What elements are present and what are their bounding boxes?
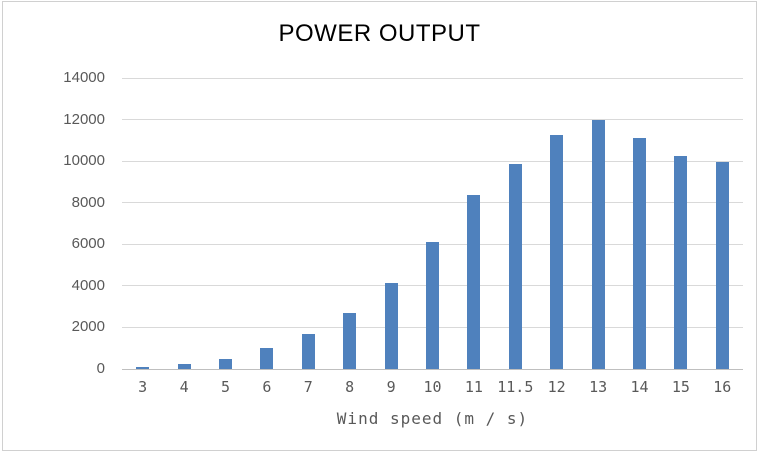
x-tick-label-10: 10	[423, 378, 442, 396]
chart-title: POWER OUTPUT	[278, 20, 481, 47]
x-tick-label-11: 11	[464, 378, 483, 396]
x-tick-label-14: 14	[630, 378, 649, 396]
x-tick-label-5: 5	[220, 378, 231, 396]
x-tick-label-3: 3	[138, 378, 148, 396]
bar-9	[384, 282, 398, 369]
gridline-14000	[122, 77, 743, 79]
y-tick-label-4000: 4000	[71, 276, 105, 294]
y-tick-label-14000: 14000	[63, 69, 105, 86]
bar-12	[550, 135, 564, 369]
x-tick-label-16: 16	[713, 378, 732, 396]
x-tick-label-15: 15	[671, 378, 690, 396]
y-tick-label-10000: 10000	[63, 152, 105, 170]
bar-11.5	[508, 164, 522, 369]
x-axis-line	[122, 368, 743, 370]
y-tick-label-6000: 6000	[71, 235, 105, 253]
x-axis-title: Wind speed (m / s)	[336, 409, 529, 428]
plot-area	[122, 77, 743, 370]
x-tick-label-12: 12	[547, 378, 566, 396]
bar-15	[674, 155, 688, 369]
gridline-12000	[122, 119, 743, 121]
bar-5	[219, 358, 232, 369]
bar-13	[591, 119, 605, 369]
gridline-10000	[122, 160, 743, 162]
x-tick-label-9: 9	[386, 378, 396, 396]
bar-4	[177, 363, 191, 369]
y-tick-label-0: 0	[96, 360, 105, 377]
chart-frame: POWER OUTPUT Wind speed (m / s) 0 2000 400…	[2, 1, 757, 451]
gridline-8000	[122, 202, 743, 204]
x-tick-label-4: 4	[179, 378, 189, 396]
bar-6	[260, 348, 274, 369]
x-tick-label-6: 6	[262, 378, 272, 396]
bar-8	[343, 312, 357, 369]
y-tick-label-12000: 12000	[63, 110, 105, 128]
bar-10	[426, 242, 439, 369]
y-tick-label-8000: 8000	[71, 193, 105, 211]
x-tick-label-13: 13	[589, 378, 608, 396]
x-tick-label-8: 8	[345, 378, 355, 396]
bar-16	[715, 162, 729, 369]
y-tick-label-2000: 2000	[71, 318, 105, 336]
bar-7	[301, 333, 315, 369]
bar-3	[136, 366, 150, 369]
x-tick-label-7: 7	[303, 378, 313, 396]
x-tick-label-11.5: 11.5	[497, 378, 534, 396]
bar-14	[633, 138, 646, 369]
bar-11	[467, 195, 481, 369]
